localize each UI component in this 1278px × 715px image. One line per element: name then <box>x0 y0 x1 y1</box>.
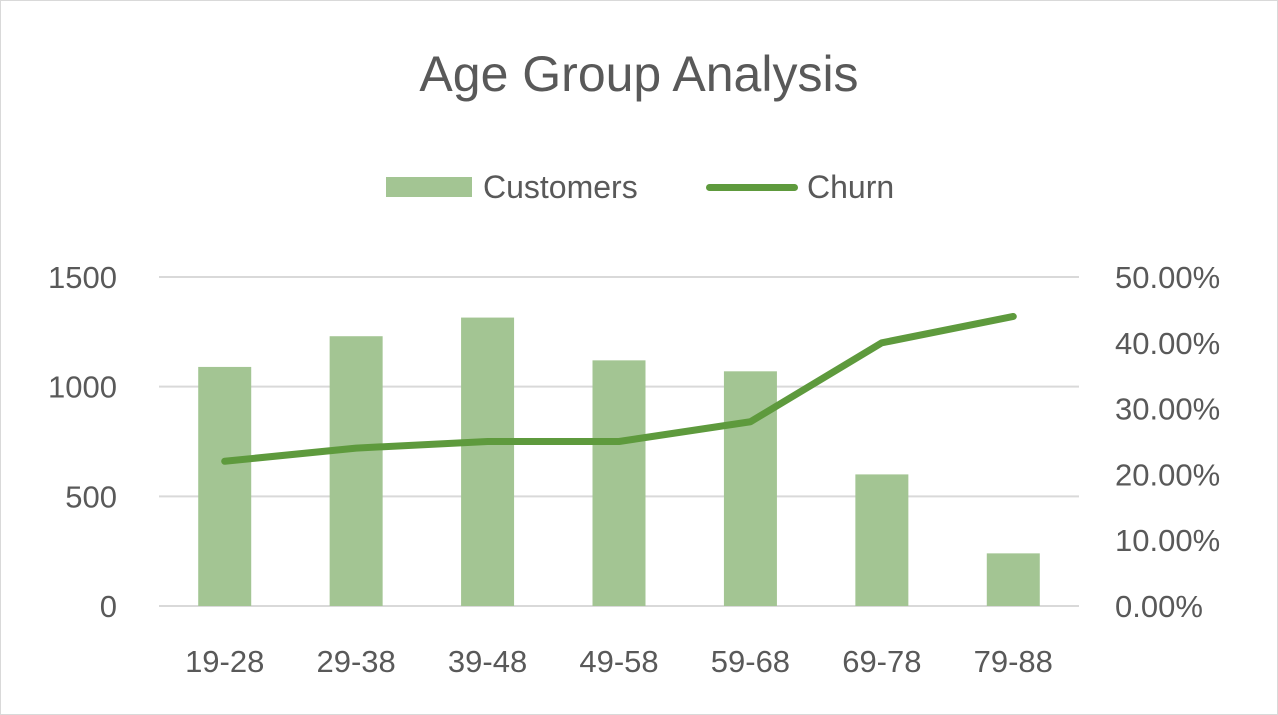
bar-customers <box>986 553 1040 606</box>
x-tick-label: 39-48 <box>448 644 527 679</box>
point-churn <box>749 421 751 423</box>
chart-title: Age Group Analysis <box>419 46 859 102</box>
point-churn <box>355 447 357 449</box>
point-churn <box>487 441 489 442</box>
y-right-tick-label: 50.00% <box>1115 260 1220 295</box>
point-churn <box>224 460 226 462</box>
x-tick-label: 49-58 <box>579 644 658 679</box>
bar-customers <box>855 474 909 606</box>
y-left-tick-label: 500 <box>65 479 117 514</box>
x-tick-label: 59-68 <box>711 644 790 679</box>
bar-customers <box>592 360 646 606</box>
x-tick-label: 69-78 <box>842 644 921 679</box>
legend-churn-swatch <box>706 184 798 191</box>
x-tick-label: 29-38 <box>316 644 395 679</box>
y-left-tick-label: 1000 <box>48 370 117 405</box>
point-churn <box>1012 315 1014 317</box>
y-left-tick-label: 0 <box>100 589 117 624</box>
x-tick-label: 19-28 <box>185 644 264 679</box>
bar-customers <box>461 317 515 606</box>
legend-customers-swatch <box>386 177 472 197</box>
point-churn <box>618 441 620 442</box>
y-right-tick-label: 10.00% <box>1115 523 1220 558</box>
legend-churn-label: Churn <box>807 169 895 205</box>
y-right-tick-label: 20.00% <box>1115 457 1220 492</box>
legend-customers-label: Customers <box>483 169 638 205</box>
y-right-tick-label: 0.00% <box>1115 589 1203 624</box>
bar-customers <box>723 371 777 606</box>
x-tick-label: 79-88 <box>974 644 1053 679</box>
y-left-tick-label: 1500 <box>48 260 117 295</box>
point-churn <box>881 342 883 344</box>
bar-customers <box>329 336 383 606</box>
y-right-tick-label: 40.00% <box>1115 326 1220 361</box>
chart-legend: Customers Churn <box>1 165 1277 209</box>
bar-customers <box>198 366 252 606</box>
y-right-tick-label: 30.00% <box>1115 392 1220 427</box>
